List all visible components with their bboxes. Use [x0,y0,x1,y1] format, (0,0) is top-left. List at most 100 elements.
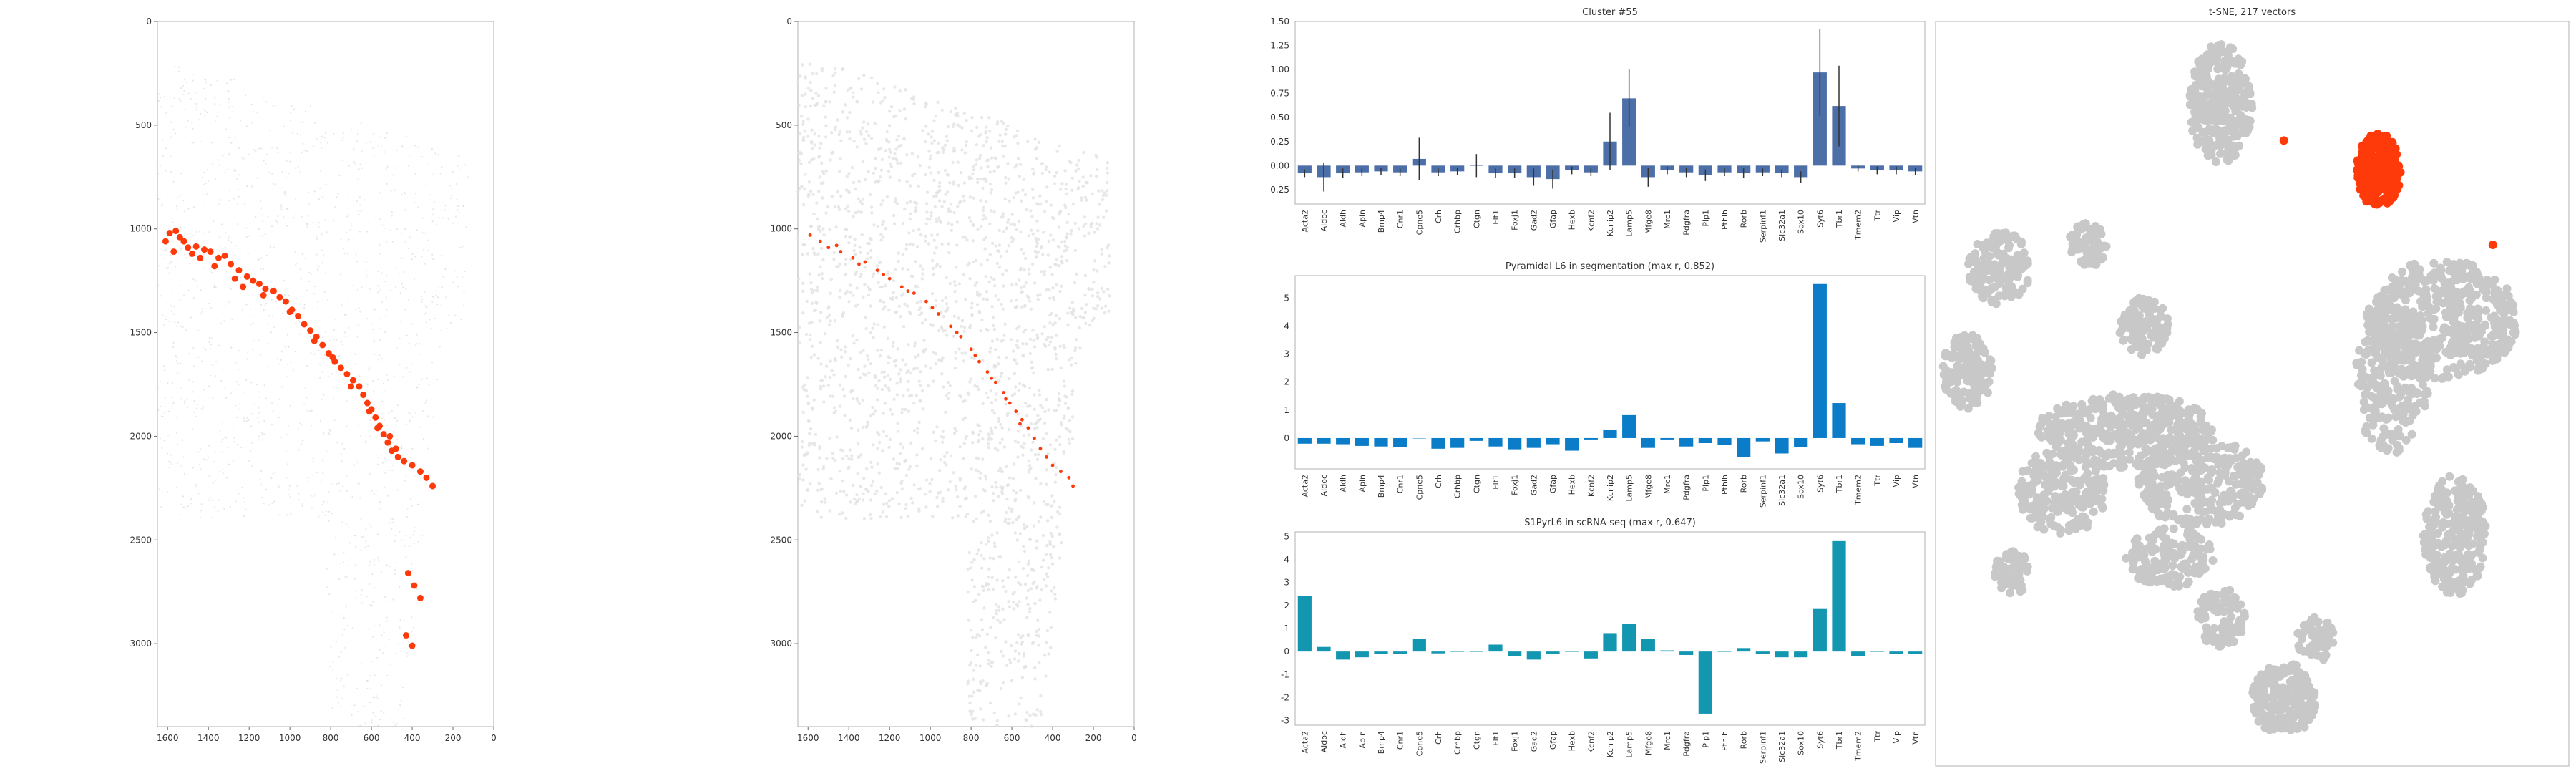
highlight-point [193,243,200,250]
highlight-point [262,286,268,292]
y-tick-label: 1.50 [1270,16,1289,26]
highlight-point [1039,447,1043,450]
highlight-point [417,595,424,601]
x-tick-label: Cpne5 [1415,210,1424,235]
x-tick-label: 1200 [879,733,901,743]
bar [1622,624,1636,652]
bar [1298,438,1312,444]
x-tick-label: Pdgfra [1682,731,1692,757]
highlight-point [912,291,916,295]
highlight-point [888,277,892,281]
highlight-point [949,324,952,328]
chart-title: Cluster #55 [1582,7,1638,18]
bar [1717,438,1731,445]
highlight-point [215,255,222,261]
tsne-plot: t-SNE, 217 vectors [1932,4,2572,770]
bar [1737,648,1750,651]
highlight-point [287,309,293,315]
x-tick-label: 200 [1085,733,1102,743]
bar [1488,645,1502,652]
x-tick-label: Tbr1 [1835,475,1844,493]
y-tick-label: 1500 [770,328,792,338]
x-tick-label: Flt1 [1491,475,1501,490]
x-tick-label: Cnr1 [1396,210,1405,228]
x-tick-label: Foxj1 [1511,475,1520,495]
tsne-highlight-point [2360,173,2368,182]
y-tick-label: 2500 [770,535,792,545]
x-tick-label: Pdgfra [1682,475,1692,500]
bar [1298,596,1312,651]
x-tick-label: Plp1 [1701,210,1710,227]
bar [1775,438,1788,454]
highlight-point [990,377,993,380]
bar [1870,651,1884,652]
highlight-point [256,281,263,287]
bar [1355,651,1369,657]
x-tick-label: Acta2 [1300,210,1309,232]
x-tick-label: Tmem2 [1854,210,1863,241]
y-tick-label: 0.00 [1270,160,1289,170]
y-tick-label: 5 [1284,531,1289,541]
highlight-point [900,285,904,288]
bar [1908,651,1922,654]
bar [1813,284,1827,438]
x-tick-label: Vtn [1911,210,1921,223]
highlight-point [826,246,830,249]
highlight-point [970,347,973,351]
y-tick-label: 0.25 [1270,137,1289,147]
tsne-highlight-point [2366,133,2375,142]
bar [1317,647,1330,651]
x-tick-label: Sox10 [1797,210,1806,234]
bar [1374,438,1387,447]
x-tick-label: Gfap [1548,731,1558,750]
plot-frame [157,21,494,727]
x-tick-label: Vip [1892,475,1901,487]
highlight-point [395,454,401,460]
y-tick-label: 5 [1284,293,1289,303]
x-tick-label: Kcnip2 [1606,210,1615,236]
highlight-point [197,255,203,261]
y-tick-label: 1000 [130,224,152,234]
highlight-point [852,256,855,260]
highlight-point [232,276,238,282]
x-tick-label: Mfge8 [1644,475,1653,499]
x-tick-label: Cpne5 [1415,475,1424,500]
bar [1450,651,1464,652]
y-tick-label: 3000 [770,639,792,649]
x-tick-label: Crh [1434,731,1443,745]
x-tick-label: 1600 [797,733,819,743]
bar [1603,633,1616,651]
tsne-highlight-point [2364,147,2373,156]
x-tick-label: Serpinf1 [1758,210,1767,243]
highlight-point [343,371,350,377]
bar [1355,438,1369,446]
x-tick-label: Sox10 [1797,475,1806,499]
bar-panel-scrnaseq: S1PyrL6 in scRNA-seq (max r, 0.647)-3-2-… [1252,514,1932,773]
x-tick-label: Kcnf2 [1586,475,1596,497]
x-tick-label: Serpinf1 [1758,475,1767,508]
bar [1584,651,1598,659]
x-tick-label: 400 [404,733,421,743]
highlight-point [240,283,246,290]
bar [1527,438,1541,448]
tsne-highlight-point [2385,161,2394,170]
y-tick-label: 2500 [130,535,152,545]
x-tick-label: Mrc1 [1663,210,1672,229]
highlight-point [1033,437,1036,440]
x-tick-label: Mrc1 [1663,731,1672,750]
highlight-point [809,233,812,237]
y-tick-label: 0 [786,16,792,26]
y-tick-label: -1 [1281,669,1289,679]
y-tick-label: -0.25 [1267,185,1289,195]
highlight-point [864,261,867,264]
highlight-point [381,431,387,437]
highlight-point [228,261,234,267]
bar [1756,438,1770,442]
bar [1699,438,1712,443]
bar [1775,651,1788,657]
y-tick-label: 3000 [130,639,152,649]
highlight-point [1014,409,1018,413]
bar [1717,651,1731,652]
